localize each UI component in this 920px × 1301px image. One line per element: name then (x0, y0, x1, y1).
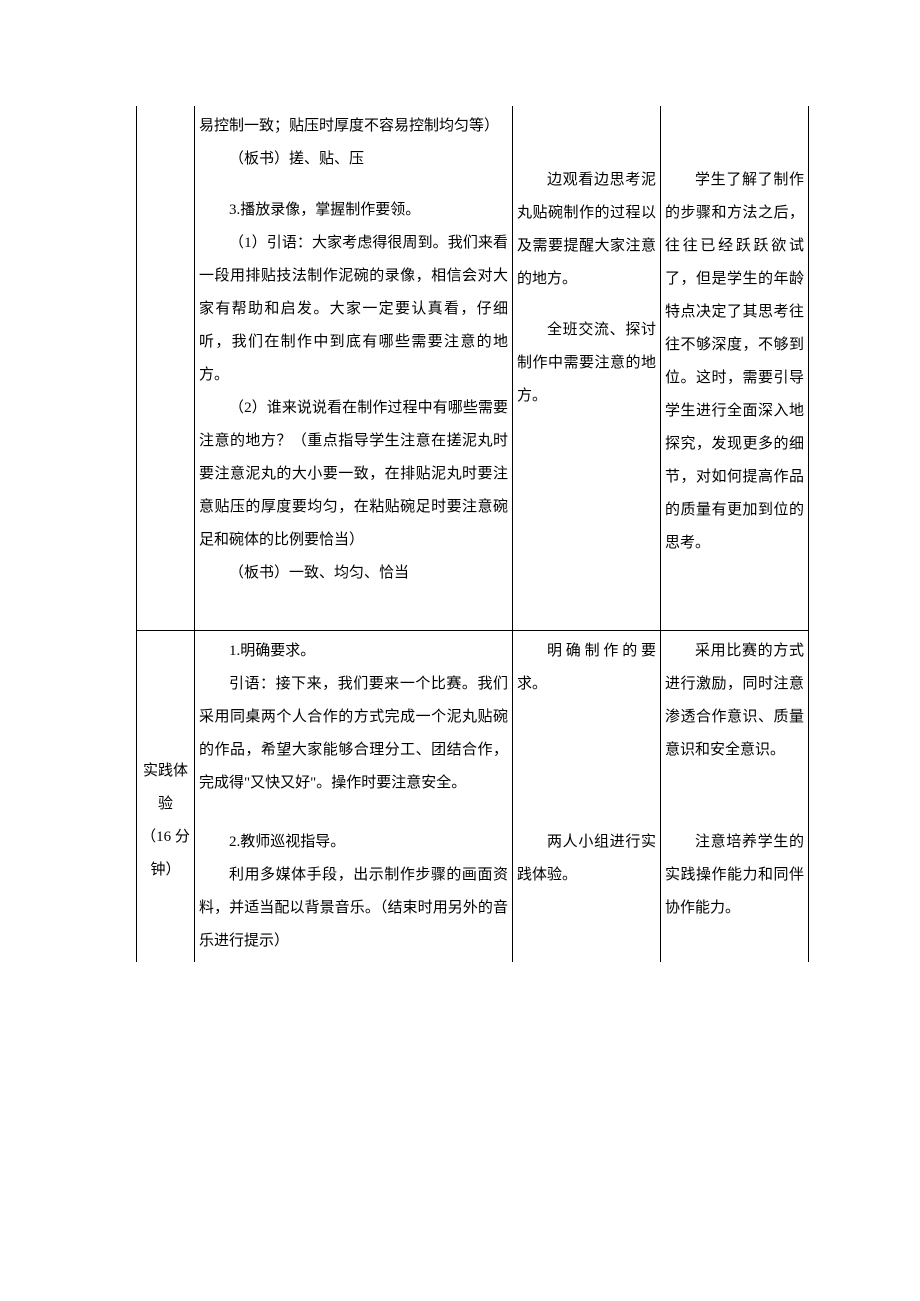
teach-text: （1）引语：大家考虑得很周到。我们来看一段用排贴技法制作泥碗的录像，相信会对大家… (199, 227, 508, 392)
page: 易控制一致；贴压时厚度不容易控制均匀等） （板书）搓、贴、压 3.播放录像，掌握… (0, 0, 920, 1301)
stage-line: 钟） (141, 854, 190, 887)
student-text: 边观看边思考泥丸贴碗制作的过程以及需要提醒大家注意的地方。 (517, 164, 656, 296)
stage-line: 验 (141, 788, 190, 821)
teach-text: 引语：接下来，我们要来一个比赛。我们采用同桌两个人合作的方式完成一个泥丸贴碗的作… (199, 668, 508, 800)
teacher-activity-cell: 2.教师巡视指导。 利用多媒体手段，出示制作步骤的画面资料，并适当配以背景音乐。… (195, 804, 513, 962)
stage-cell (137, 106, 195, 631)
teacher-activity-cell: 易控制一致；贴压时厚度不容易控制均匀等） （板书）搓、贴、压 3.播放录像，掌握… (195, 106, 513, 631)
student-activity-cell: 两人小组进行实践体验。 (513, 804, 661, 962)
table-row: 实践体 验 （16 分 钟） 1.明确要求。 引语：接下来，我们要来一个比赛。我… (137, 631, 809, 805)
teach-text: （2）谁来说说看在制作过程中有哪些需要注意的地方？（重点指导学生注意在搓泥丸时要… (199, 392, 508, 557)
student-text: 全班交流、探讨制作中需要注意的地方。 (517, 314, 656, 413)
student-activity-cell: 明确制作的要求。 (513, 631, 661, 805)
teach-text: （板书）一致、均匀、恰当 (199, 557, 508, 590)
teach-text: （板书）搓、贴、压 (199, 143, 508, 176)
student-activity-cell: 边观看边思考泥丸贴碗制作的过程以及需要提醒大家注意的地方。 全班交流、探讨制作中… (513, 106, 661, 631)
stage-label: 实践体 验 （16 分 钟） (141, 635, 190, 887)
stage-line: 实践体 (141, 755, 190, 788)
teach-text: 利用多媒体手段，出示制作步骤的画面资料，并适当配以背景音乐。（结束时用另外的音乐… (199, 859, 508, 958)
table-row: 易控制一致；贴压时厚度不容易控制均匀等） （板书）搓、贴、压 3.播放录像，掌握… (137, 106, 809, 631)
teacher-activity-cell: 1.明确要求。 引语：接下来，我们要来一个比赛。我们采用同桌两个人合作的方式完成… (195, 631, 513, 805)
teach-text: 易控制一致；贴压时厚度不容易控制均匀等） (199, 110, 508, 143)
intent-text: 注意培养学生的实践操作能力和同伴协作能力。 (665, 826, 804, 925)
teach-text: 3.播放录像，掌握制作要领。 (199, 194, 508, 227)
intent-text: 采用比赛的方式进行激励，同时注意渗透合作意识、质量意识和安全意识。 (665, 635, 804, 767)
intent-text: 学生了解了制作的步骤和方法之后，往往已经跃跃欲试了，但是学生的年龄特点决定了其思… (665, 164, 804, 560)
stage-line: （16 分 (141, 821, 190, 854)
stage-cell: 实践体 验 （16 分 钟） (137, 631, 195, 963)
design-intent-cell: 学生了解了制作的步骤和方法之后，往往已经跃跃欲试了，但是学生的年龄特点决定了其思… (661, 106, 809, 631)
student-text: 明确制作的要求。 (517, 635, 656, 701)
lesson-plan-table: 易控制一致；贴压时厚度不容易控制均匀等） （板书）搓、贴、压 3.播放录像，掌握… (136, 106, 809, 962)
student-text: 两人小组进行实践体验。 (517, 826, 656, 892)
design-intent-cell: 采用比赛的方式进行激励，同时注意渗透合作意识、质量意识和安全意识。 (661, 631, 809, 805)
design-intent-cell: 注意培养学生的实践操作能力和同伴协作能力。 (661, 804, 809, 962)
table-row: 2.教师巡视指导。 利用多媒体手段，出示制作步骤的画面资料，并适当配以背景音乐。… (137, 804, 809, 962)
teach-text: 1.明确要求。 (199, 635, 508, 668)
teach-text: 2.教师巡视指导。 (199, 826, 508, 859)
